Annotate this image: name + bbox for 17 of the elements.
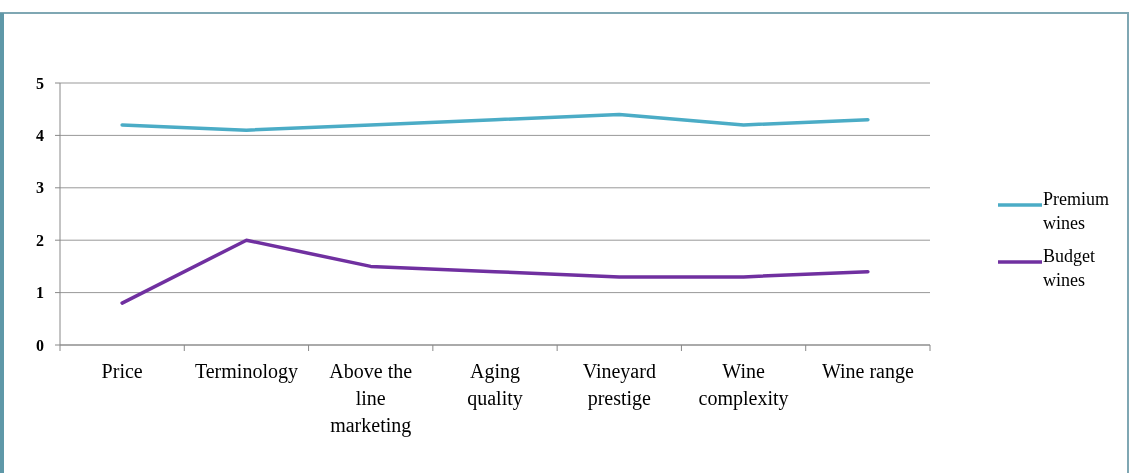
legend-label: Budget wines bbox=[1043, 246, 1095, 290]
y-tick-label: 2 bbox=[36, 231, 44, 249]
x-tick-label: Price bbox=[101, 360, 143, 382]
y-tick-label: 3 bbox=[36, 179, 44, 197]
x-tick-label: Wine range bbox=[821, 360, 914, 383]
legend-label: Premium wines bbox=[1043, 189, 1109, 233]
x-tick-label: Aging quality bbox=[467, 360, 523, 410]
y-tick-label: 5 bbox=[36, 74, 44, 92]
x-tick-label: Terminology bbox=[194, 360, 298, 383]
line-series bbox=[120, 112, 870, 132]
y-tick-label: 1 bbox=[36, 284, 44, 302]
y-tick-label: 0 bbox=[36, 336, 44, 354]
x-tick-label: Vineyard prestige bbox=[582, 360, 656, 410]
line-series bbox=[120, 238, 870, 305]
x-tick-label: Wine complexity bbox=[698, 360, 789, 410]
x-tick-label: Above the line marketing bbox=[329, 360, 413, 437]
y-tick-label: 4 bbox=[36, 127, 44, 144]
